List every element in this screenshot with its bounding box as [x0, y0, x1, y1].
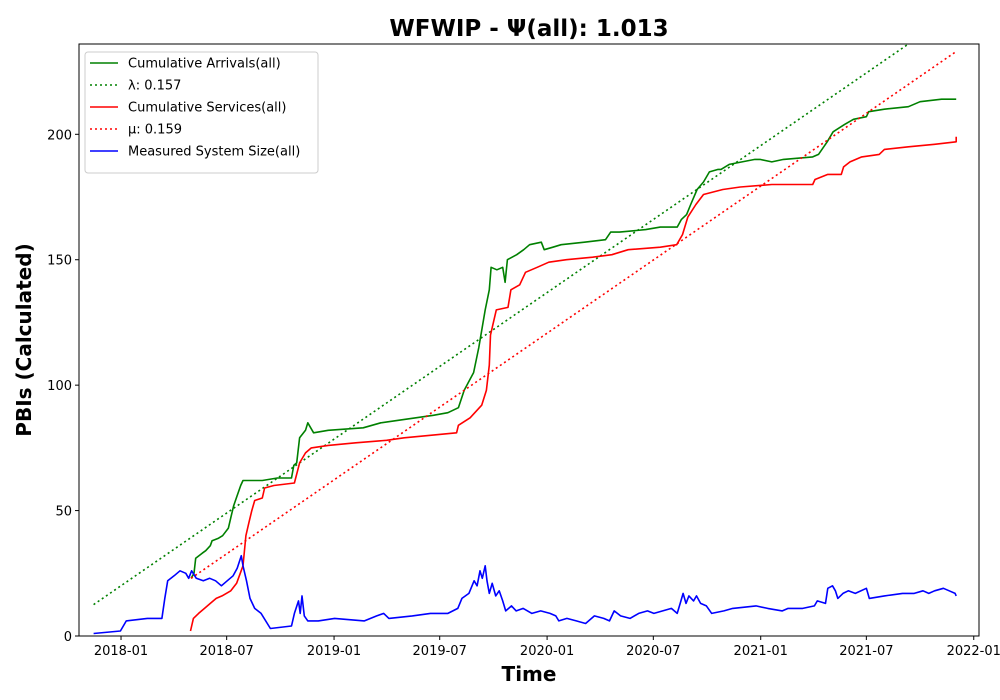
- plot-area-frame: [78, 43, 980, 637]
- x-tick-label-3: 2019-07: [413, 644, 467, 659]
- y-tick-label-1: 50: [55, 505, 72, 520]
- x-tick-label-7: 2021-07: [839, 644, 893, 659]
- series-line-0: [190, 98, 957, 579]
- y-tick-label-3: 150: [47, 254, 72, 269]
- legend-box: [84, 51, 319, 174]
- series-line-2: [189, 136, 957, 632]
- y-tick-label-0: 0: [64, 630, 72, 645]
- y-axis-label: PBIs (Calculated): [12, 243, 36, 436]
- y-tick-label-4: 200: [47, 128, 72, 143]
- axes: 2018-01 2018-07 2019-01 2019-07 2020-01 2020-…: [47, 128, 1000, 659]
- legend-entry-1: λ: 0.157: [128, 79, 181, 94]
- y-tick-label-2: 100: [47, 379, 72, 394]
- x-axis-label: Time: [502, 662, 557, 686]
- x-tick-label-6: 2021-01: [734, 644, 788, 659]
- x-tick-label-0: 2018-01: [94, 644, 148, 659]
- x-tick-label-8: 2022-01: [947, 644, 1000, 659]
- chart-title: WFWIP - Ψ(all): 1.013: [389, 16, 668, 42]
- legend-entry-3: μ: 0.159: [128, 123, 182, 138]
- series-layer: [93, 44, 957, 635]
- x-tick-label-1: 2018-07: [200, 644, 254, 659]
- legend: Cumulative Arrivals(all) λ: 0.157 Cumulati…: [84, 51, 319, 174]
- legend-entry-0: Cumulative Arrivals(all): [128, 57, 281, 72]
- series-line-4: [93, 554, 957, 635]
- legend-entry-4: Measured System Size(all): [128, 145, 300, 160]
- x-tick-label-4: 2020-01: [520, 644, 574, 659]
- x-tick-label-2: 2019-01: [307, 644, 361, 659]
- x-tick-label-5: 2020-07: [626, 644, 680, 659]
- legend-entry-2: Cumulative Services(all): [128, 101, 286, 116]
